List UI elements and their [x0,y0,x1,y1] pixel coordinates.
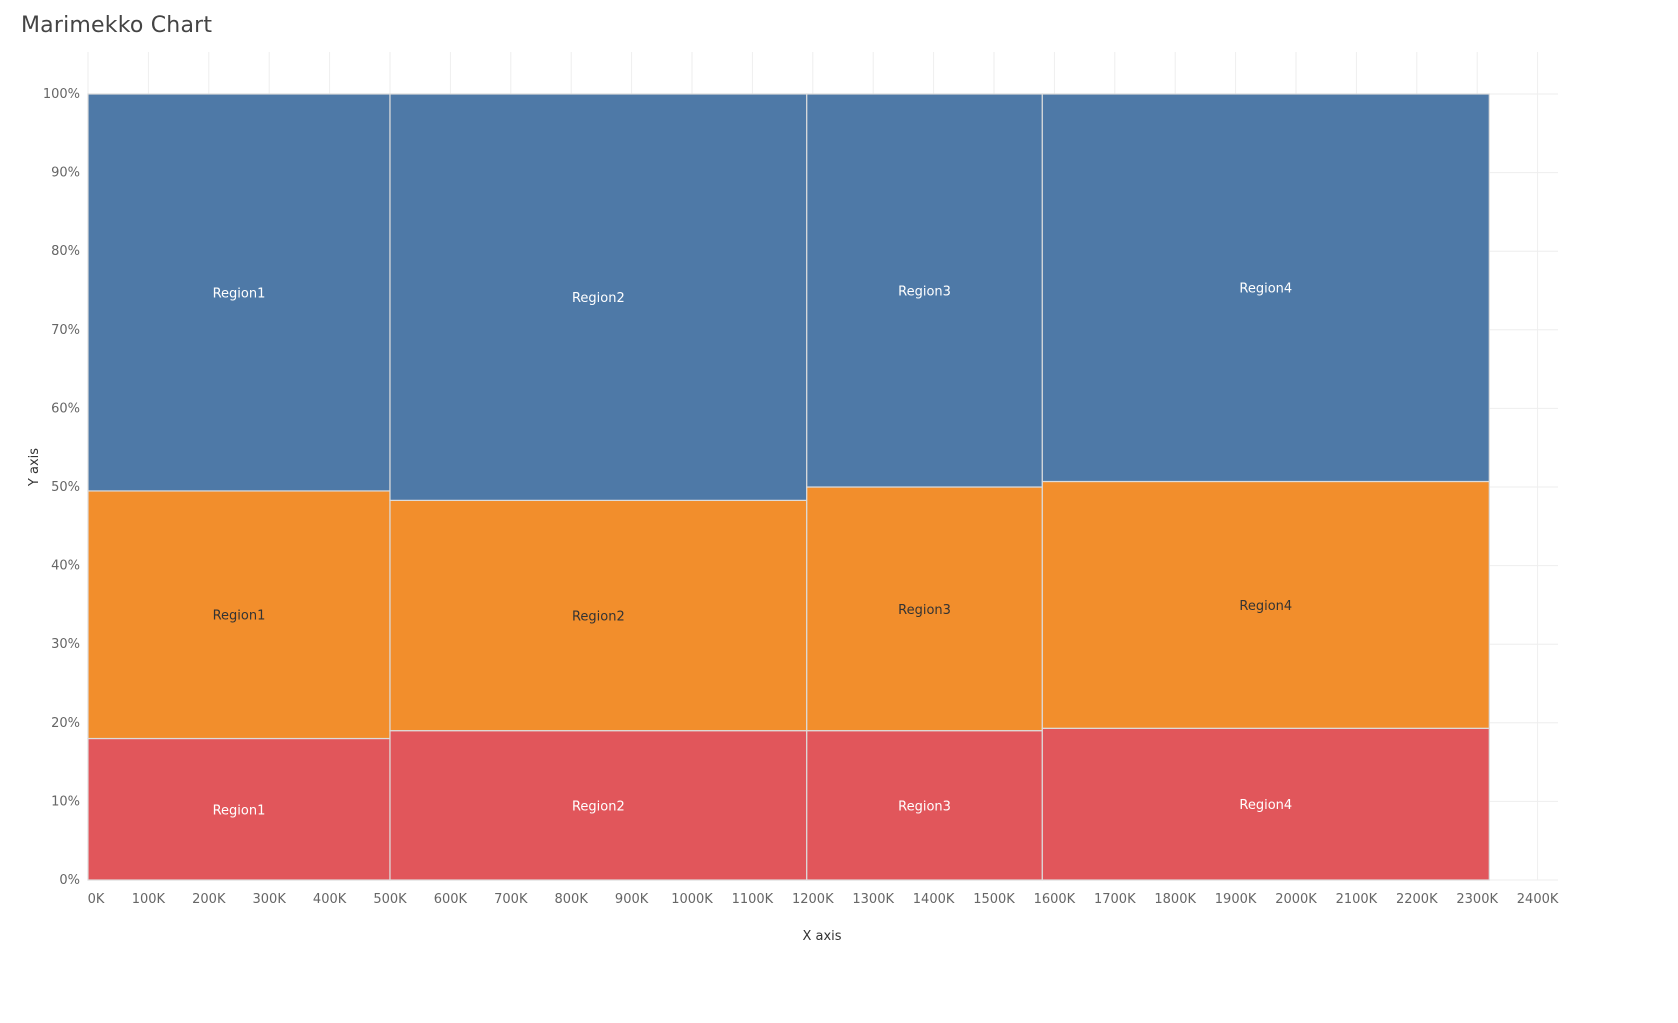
y-tick-label: 30% [51,637,80,652]
x-tick-label: 0K [88,892,105,907]
segment-top-region3[interactable] [806,93,1043,488]
x-tick-label: 1800K [1154,892,1196,907]
x-tick-label: 1500K [973,892,1015,907]
x-tick-label: 2000K [1275,892,1317,907]
x-tick-label: 600K [434,892,468,907]
x-tick-label: 300K [253,892,287,907]
segment-label: Region1 [213,609,266,624]
y-tick-label: 80% [51,244,80,259]
y-tick-label: 0% [59,873,80,888]
y-tick-label: 20% [51,716,80,731]
y-tick-label: 60% [51,401,80,416]
y-tick-label: 90% [51,166,80,181]
x-tick-label: 100K [132,892,166,907]
y-axis-ticks: 0% 10% 20% 30% 40% 50% 60% 70% 80% 90% 100% [43,87,80,888]
x-tick-label: 900K [615,892,649,907]
x-tick-label: 2200K [1396,892,1438,907]
segment-label: Region4 [1239,282,1292,297]
x-tick-label: 2400K [1517,892,1559,907]
segment-label: Region3 [898,603,951,618]
segment-bottom-region2[interactable] [389,730,808,881]
y-axis-title: Y axis [27,448,42,487]
y-tick-label: 50% [51,480,80,495]
segment-label: Region2 [572,610,625,625]
y-tick-label: 10% [51,794,80,809]
x-axis-ticks: 0K 100K 200K 300K 400K 500K 600K 700K 800K 900K 10… [88,892,1559,907]
x-tick-label: 1300K [852,892,894,907]
y-tick-label: 100% [43,87,80,102]
x-tick-label: 200K [192,892,226,907]
segment-bottom-region1[interactable] [87,737,391,881]
x-tick-label: 1100K [732,892,774,907]
x-tick-label: 1200K [792,892,834,907]
y-tick-label: 70% [51,323,80,338]
x-tick-label: 1700K [1094,892,1136,907]
segment-bottom-region4[interactable] [1041,727,1490,881]
segment-label: Region4 [1239,798,1292,813]
segment-middle-region4[interactable] [1041,480,1490,729]
x-tick-label: 1000K [671,892,713,907]
chart-title: Marimekko Chart [21,13,213,38]
segment-layer [87,93,1490,881]
x-tick-label: 2300K [1456,892,1498,907]
x-tick-label: 1900K [1215,892,1257,907]
segment-label: Region3 [898,799,951,814]
segment-label: Region3 [898,285,951,300]
x-tick-label: 700K [494,892,528,907]
segment-label-layer: Region1 Region1 Region1 Region2 Region2 Regio… [213,282,1293,819]
x-tick-label: 400K [313,892,347,907]
segment-label: Region4 [1239,599,1292,614]
x-tick-label: 800K [555,892,589,907]
segment-top-region4[interactable] [1041,93,1490,483]
segment-label: Region2 [572,291,625,306]
segment-top-region2[interactable] [389,93,808,501]
x-tick-label: 500K [373,892,407,907]
x-tick-label: 1400K [913,892,955,907]
segment-label: Region2 [572,799,625,814]
x-tick-label: 2100K [1336,892,1378,907]
x-axis-title: X axis [802,929,841,944]
segment-top-region1[interactable] [87,93,391,492]
segment-label: Region1 [213,286,266,301]
y-tick-label: 40% [51,559,80,574]
segment-middle-region3[interactable] [806,486,1043,732]
x-tick-label: 1600K [1034,892,1076,907]
segment-label: Region1 [213,803,266,818]
segment-bottom-region3[interactable] [806,730,1043,881]
